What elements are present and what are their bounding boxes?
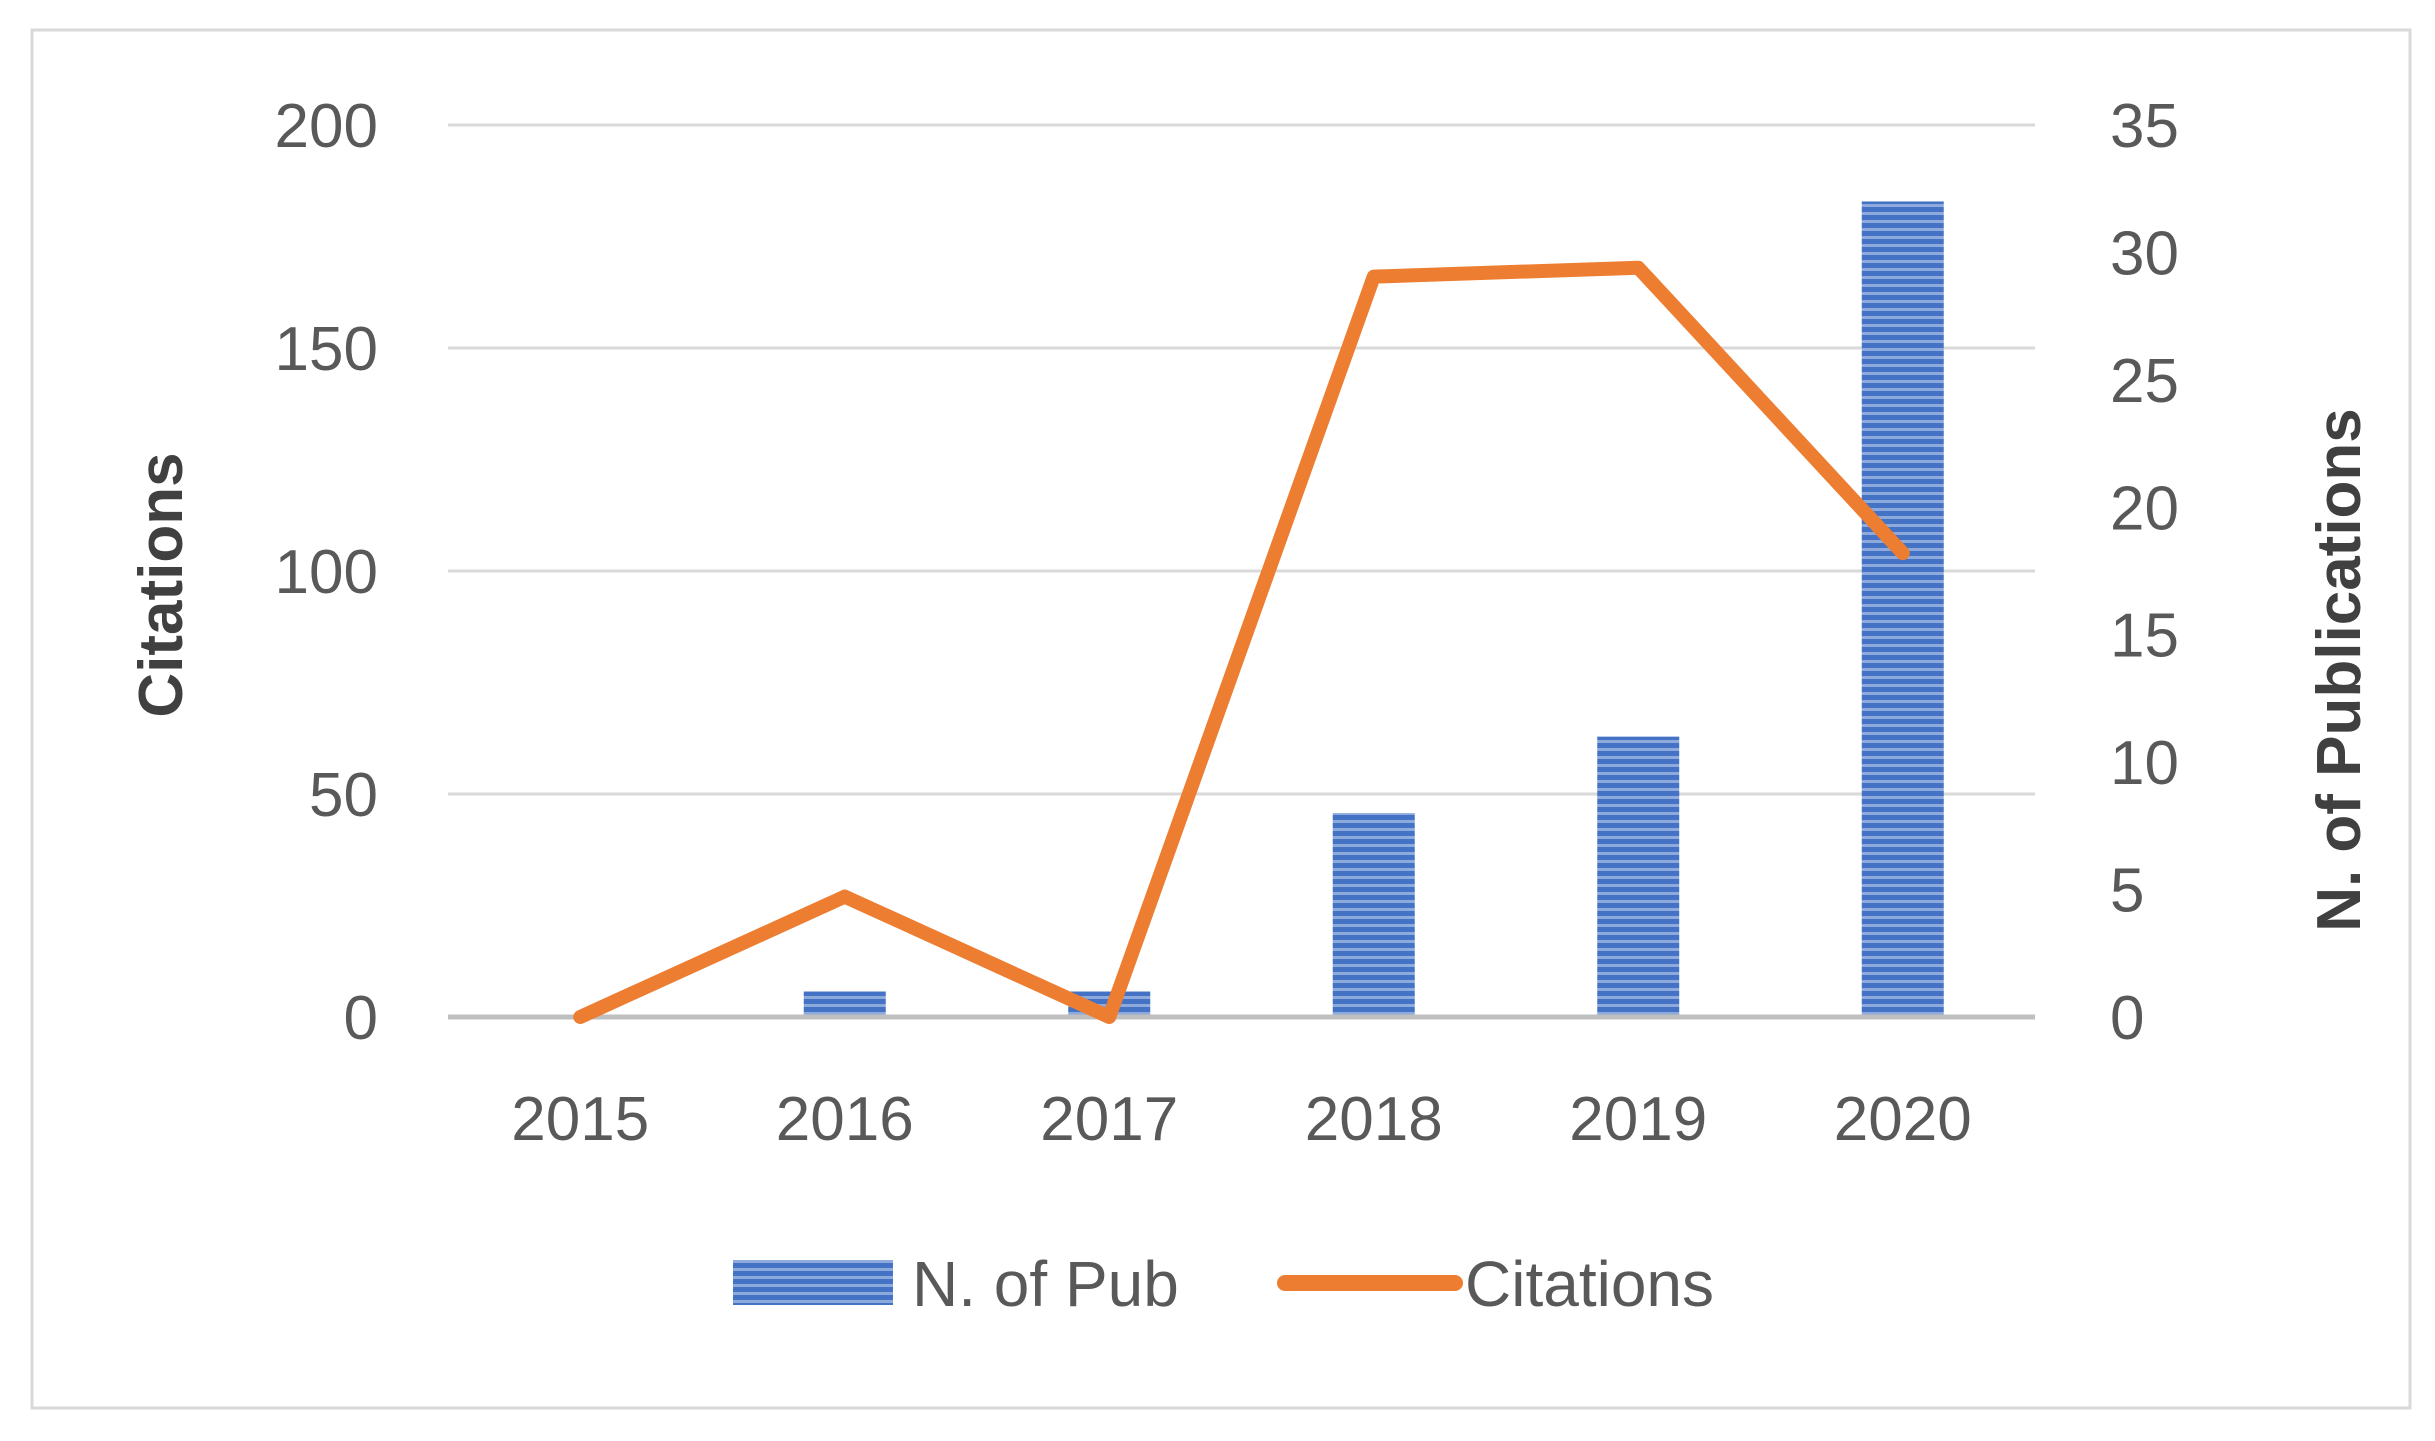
- citations-point: [1107, 1015, 1112, 1019]
- x-tick-label: 2018: [1305, 1085, 1443, 1154]
- y2-tick-label: 20: [2110, 474, 2179, 543]
- gridlines: [448, 123, 2035, 796]
- legend: N. of Pub Citations: [733, 1248, 1714, 1320]
- bar: [1861, 201, 1944, 1017]
- y-axis-title: Citations: [127, 452, 196, 717]
- legend-label-bar: N. of Pub: [912, 1248, 1179, 1320]
- y-tick-label: 150: [275, 315, 378, 384]
- y-tick-label: 200: [275, 92, 378, 161]
- citations-point: [578, 1015, 583, 1019]
- legend-swatch-bar: [733, 1260, 893, 1305]
- x-tick-label: 2017: [1040, 1085, 1178, 1154]
- y2-tick-label: 10: [2110, 729, 2179, 798]
- right-axis-ticks: 0 5 10 15 20 25 30 35: [2110, 92, 2179, 1053]
- y2-axis-title: N. of Publications: [2305, 408, 2374, 932]
- y2-tick-label: 15: [2110, 602, 2179, 671]
- line-series: [573, 260, 1910, 1024]
- y2-tick-label: 35: [2110, 92, 2179, 161]
- citations-point: [842, 894, 847, 899]
- x-tick-label: 2020: [1834, 1085, 1972, 1154]
- y2-tick-label: 0: [2110, 984, 2144, 1053]
- left-axis-ticks: 0 50 100 150 200: [275, 92, 378, 1053]
- x-tick-label: 2015: [511, 1085, 649, 1154]
- y-tick-label: 0: [344, 984, 378, 1053]
- citations-point: [1900, 551, 1905, 556]
- x-axis-ticks: 2015 2016 2017 2018 2019 2020: [511, 1085, 1971, 1154]
- y-tick-label: 50: [309, 761, 378, 830]
- y2-tick-label: 25: [2110, 347, 2179, 416]
- bar: [1332, 813, 1415, 1017]
- x-tick-label: 2016: [776, 1085, 914, 1154]
- citations-point: [1371, 274, 1376, 279]
- y-tick-label: 100: [275, 538, 378, 607]
- legend-label-line: Citations: [1465, 1248, 1714, 1320]
- citations-line: [573, 260, 1910, 1024]
- y2-tick-label: 30: [2110, 219, 2179, 288]
- bar-series: [803, 201, 1944, 1017]
- citations-point: [1636, 265, 1641, 270]
- x-tick-label: 2019: [1569, 1085, 1707, 1154]
- bar: [803, 991, 886, 1017]
- y2-tick-label: 5: [2110, 857, 2144, 926]
- bar: [1597, 736, 1680, 1017]
